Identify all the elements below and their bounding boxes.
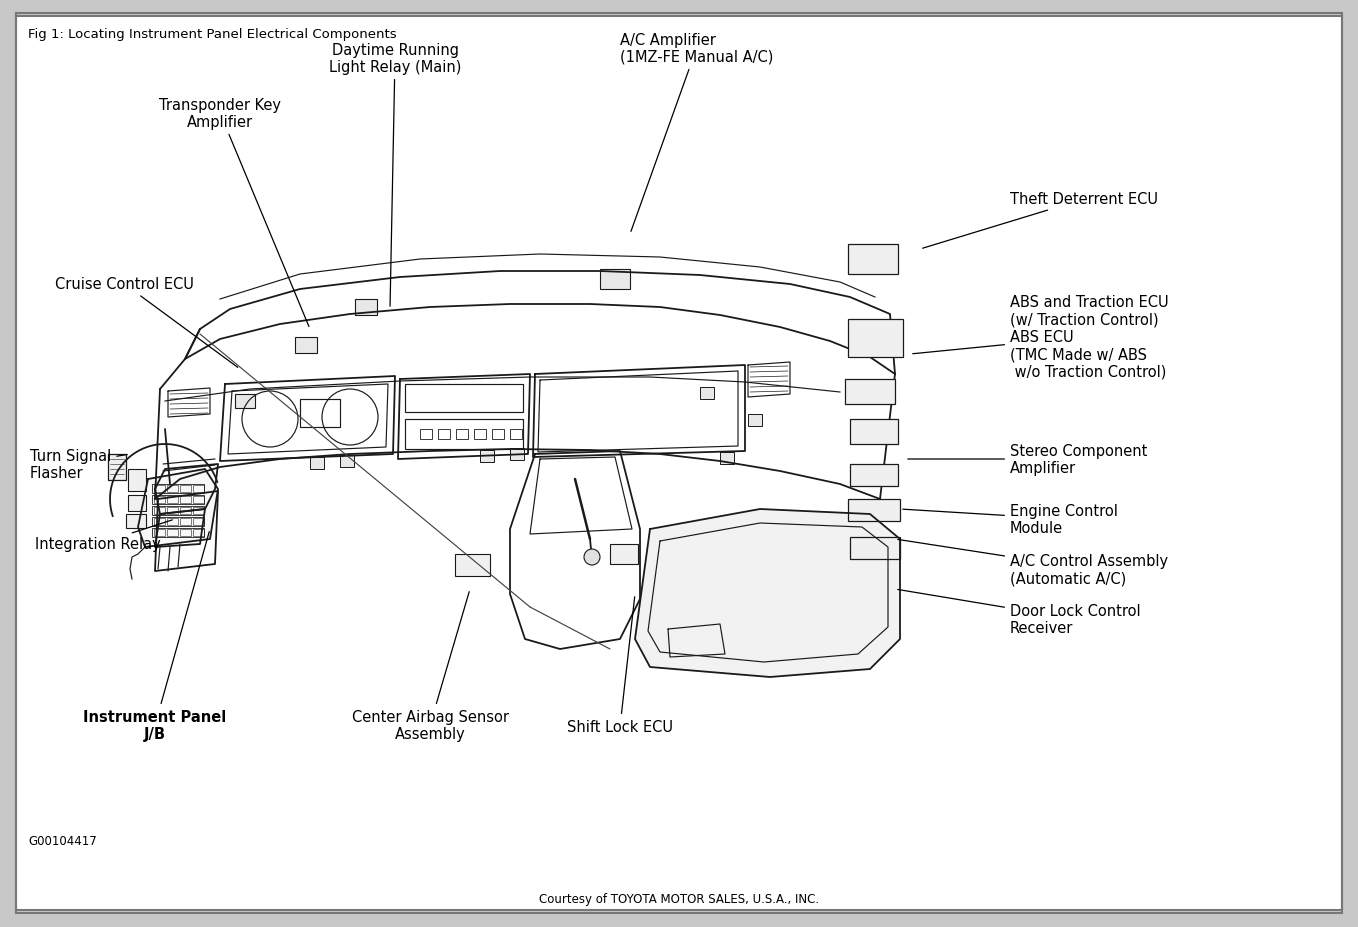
Bar <box>851 248 895 272</box>
Bar <box>235 395 255 409</box>
Bar <box>153 486 166 492</box>
Bar <box>167 497 178 503</box>
Text: G00104417: G00104417 <box>29 834 96 847</box>
Bar <box>847 245 898 274</box>
Bar <box>128 495 147 512</box>
Bar <box>193 518 204 526</box>
Circle shape <box>584 550 600 565</box>
Bar <box>850 538 900 559</box>
Bar <box>167 518 178 526</box>
Bar <box>167 486 178 492</box>
Text: Stereo Component
Amplifier: Stereo Component Amplifier <box>907 443 1148 476</box>
Bar <box>295 337 316 353</box>
Text: A/C Amplifier
(1MZ-FE Manual A/C): A/C Amplifier (1MZ-FE Manual A/C) <box>621 32 773 232</box>
Bar <box>720 452 735 464</box>
Bar <box>340 455 354 467</box>
Bar <box>152 517 204 527</box>
Bar <box>152 528 204 538</box>
Bar <box>181 507 191 514</box>
Bar <box>181 497 191 503</box>
Bar <box>153 529 166 537</box>
Bar <box>492 429 504 439</box>
Bar <box>193 529 204 537</box>
Text: Theft Deterrent ECU: Theft Deterrent ECU <box>922 192 1158 249</box>
Text: Door Lock Control
Receiver: Door Lock Control Receiver <box>898 590 1141 636</box>
Bar <box>456 429 469 439</box>
Bar <box>181 486 191 492</box>
Bar <box>699 387 714 400</box>
Polygon shape <box>636 510 900 678</box>
Bar <box>152 506 204 515</box>
Text: Transponder Key
Amplifier: Transponder Key Amplifier <box>159 97 308 327</box>
Bar <box>405 420 523 450</box>
Bar <box>474 429 486 439</box>
Bar <box>851 323 900 355</box>
Bar <box>850 464 898 487</box>
Text: Turn Signal
Flasher: Turn Signal Flasher <box>30 449 128 481</box>
Bar <box>479 451 494 463</box>
Bar <box>748 414 762 426</box>
Bar <box>853 423 895 441</box>
Bar <box>455 554 490 577</box>
Bar <box>847 320 903 358</box>
Text: Daytime Running
Light Relay (Main): Daytime Running Light Relay (Main) <box>329 43 462 307</box>
Bar <box>181 518 191 526</box>
Polygon shape <box>139 469 219 548</box>
Bar <box>405 385 523 413</box>
Bar <box>847 500 900 521</box>
Bar <box>610 544 638 565</box>
Bar <box>126 514 147 528</box>
Bar <box>354 299 378 316</box>
Bar <box>153 518 166 526</box>
Bar <box>109 454 126 480</box>
Text: Fig 1: Locating Instrument Panel Electrical Components: Fig 1: Locating Instrument Panel Electri… <box>29 28 397 41</box>
Bar <box>600 270 630 289</box>
Bar <box>128 469 147 491</box>
Bar <box>850 420 898 445</box>
Bar <box>310 458 325 469</box>
Bar <box>167 507 178 514</box>
Bar <box>853 540 898 556</box>
Bar <box>181 529 191 537</box>
Bar <box>167 529 178 537</box>
Text: ABS and Traction ECU
(w/ Traction Control)
ABS ECU
(TMC Made w/ ABS
 w/o Tractio: ABS and Traction ECU (w/ Traction Contro… <box>913 295 1169 379</box>
Text: Instrument Panel
J/B: Instrument Panel J/B <box>83 532 227 742</box>
Bar <box>152 485 204 493</box>
Text: Engine Control
Module: Engine Control Module <box>903 503 1118 536</box>
Bar <box>193 497 204 503</box>
Text: Courtesy of TOYOTA MOTOR SALES, U.S.A., INC.: Courtesy of TOYOTA MOTOR SALES, U.S.A., … <box>539 892 819 905</box>
Bar <box>847 383 892 401</box>
Bar <box>152 495 204 504</box>
Bar <box>193 486 204 492</box>
Bar <box>851 502 898 518</box>
Text: Center Airbag Sensor
Assembly: Center Airbag Sensor Assembly <box>352 592 508 742</box>
Bar <box>420 429 432 439</box>
Text: Cruise Control ECU: Cruise Control ECU <box>56 277 238 368</box>
Bar <box>511 429 521 439</box>
Bar <box>153 497 166 503</box>
Text: Shift Lock ECU: Shift Lock ECU <box>568 597 674 734</box>
Bar <box>439 429 449 439</box>
Text: A/C Control Assembly
(Automatic A/C): A/C Control Assembly (Automatic A/C) <box>898 540 1168 586</box>
Bar <box>853 467 895 484</box>
Bar <box>845 379 895 404</box>
Bar <box>193 507 204 514</box>
Text: Integration Relay: Integration Relay <box>35 520 172 552</box>
Bar <box>300 400 340 427</box>
Bar <box>511 449 524 461</box>
Bar <box>153 507 166 514</box>
